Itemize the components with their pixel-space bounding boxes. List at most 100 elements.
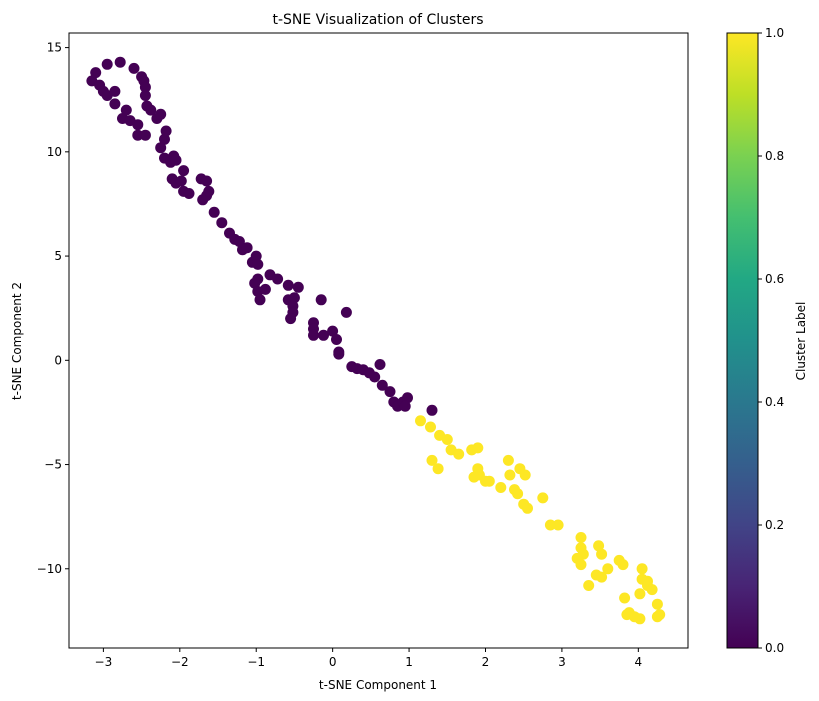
scatter-point [376,379,388,391]
x-tick-label: 4 [635,655,643,669]
scatter-point [170,154,182,166]
scatter-point [602,563,614,575]
scatter-point [522,502,533,514]
scatter-point [495,482,507,493]
scatter-point [619,592,631,604]
chart-title: t-SNE Visualization of Clusters [272,12,483,28]
scatter-point [139,81,151,93]
scatter-point [109,85,121,97]
y-axis-label: t-SNE Component 2 [10,282,24,400]
scatter-point [432,463,444,475]
scatter-point [114,56,126,68]
scatter-point [139,90,151,101]
scatter-point [145,104,157,116]
scatter-point [519,469,531,481]
colorbar-tick-label: 1.0 [765,26,784,40]
x-tick-label: −3 [95,655,113,669]
scatter-point [318,329,329,341]
scatter-point [384,386,396,398]
scatter-point [315,294,327,306]
colorbar-tick-label: 0.8 [765,149,784,163]
y-tick-label: 0 [54,353,62,367]
scatter-point [201,175,213,187]
scatter-point [208,206,220,218]
scatter-point [425,421,436,433]
scatter-point [552,519,564,531]
scatter-point [250,250,262,262]
scatter-point [272,273,284,285]
scatter-point [441,434,453,445]
scatter-point [139,129,151,141]
scatter-point [155,142,167,154]
colorbar: 0.0 0.2 0.4 0.6 0.8 1.0 Cluster Label [726,26,808,655]
scatter-point [634,588,646,600]
scatter-point [109,98,121,110]
scatter-point [259,283,271,295]
scatter-point [331,334,342,345]
scatter-point [160,125,172,137]
scatter-point [651,598,663,610]
scatter-point [254,294,266,306]
scatter-point [646,584,658,596]
scatter-point [132,119,144,131]
scatter-point [426,454,438,466]
scatter-point [120,104,132,116]
points-layer [86,56,666,625]
scatter-point [183,188,195,199]
scatter-point [233,236,245,247]
scatter-point [285,313,297,325]
scatter-point [369,371,381,383]
scatter-point [512,488,524,500]
scatter-point [203,185,215,197]
x-axis: −3 −2 −1 0 1 2 3 4 [95,648,643,669]
scatter-point [340,306,352,318]
y-tick-label: 5 [54,249,62,263]
scatter-point [472,442,484,454]
scatter-point [575,532,587,543]
scatter-point [249,277,261,289]
colorbar-tick-label: 0.0 [765,641,784,655]
scatter-point [374,359,386,370]
scatter-point [453,448,465,460]
colorbar-ticks: 0.0 0.2 0.4 0.6 0.8 1.0 [758,26,784,655]
scatter-point [101,58,113,70]
scatter-point [596,548,608,560]
y-tick-label: −10 [37,562,62,576]
colorbar-tick-label: 0.6 [765,272,784,286]
x-axis-label: t-SNE Component 1 [319,678,437,692]
scatter-point [415,415,426,427]
scatter-point [327,325,339,337]
scatter-point [282,279,294,291]
x-tick-label: 0 [329,655,337,669]
y-tick-label: −5 [44,458,62,472]
scatter-point [537,492,549,504]
x-tick-label: 3 [558,655,566,669]
x-tick-label: −2 [171,655,189,669]
scatter-point [178,165,190,177]
scatter-point [468,471,480,483]
scatter-point [426,404,438,416]
scatter-point [544,519,556,531]
scatter-point [483,475,495,487]
scatter-point [175,175,187,187]
scatter-point [617,559,629,571]
scatter-point [132,129,144,141]
scatter-point [128,62,140,74]
colorbar-tick-label: 0.4 [765,395,784,409]
scatter-point [241,242,253,254]
scatter-point [155,108,167,120]
scatter-point [583,580,595,591]
y-tick-label: 10 [47,145,62,159]
scatter-point [333,348,345,360]
scatter-point [402,392,413,404]
scatter-point [596,571,608,583]
x-tick-label: −1 [247,655,265,669]
scatter-point [502,454,514,466]
scatter-point [252,258,264,270]
colorbar-label: Cluster Label [794,302,808,381]
scatter-point [308,329,319,341]
scatter-point [654,609,666,621]
scatter-point [636,563,648,575]
